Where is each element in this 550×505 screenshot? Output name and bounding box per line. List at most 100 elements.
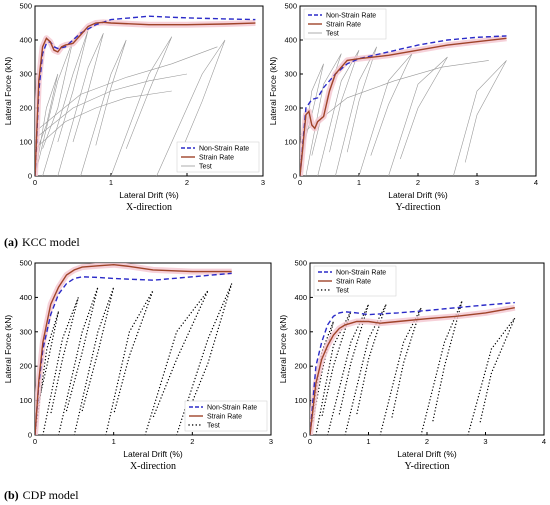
test-curve: [57, 286, 99, 435]
legend-entry: Non-Strain Rate: [336, 270, 386, 277]
test-curve: [35, 73, 59, 176]
test-curve: [467, 317, 516, 435]
x-tick-label: 3: [483, 437, 487, 446]
non-strain-rate-series: [310, 301, 515, 435]
legend-entry: Test: [326, 31, 339, 38]
test-curve: [344, 304, 387, 435]
legend-entry: Strain Rate: [199, 155, 234, 162]
x-tick-label: 1: [112, 437, 116, 446]
non-strain-rate-series: [35, 15, 256, 176]
y-axis-label: Lateral Force (kN): [3, 57, 13, 126]
test-curve: [317, 50, 360, 176]
test-curve: [420, 300, 463, 435]
test-curve: [358, 53, 413, 176]
x-tick-label: 2: [190, 437, 194, 446]
legend-entry: Strain Rate: [326, 22, 361, 29]
test-curve: [379, 307, 422, 435]
x-tick-label: 3: [269, 437, 273, 446]
test-curve: [110, 36, 173, 176]
y-tick-label: 200: [294, 362, 307, 371]
plot-area: [310, 300, 516, 435]
x-tick-label: 2: [185, 178, 189, 187]
y-tick-label: 400: [19, 36, 32, 45]
y-tick-label: 100: [294, 396, 307, 405]
x-tick-label: 4: [542, 437, 546, 446]
chart-4: 0 1 2 3 4 0 100 200 300 400 500 Lateral Drift (%) La…: [278, 259, 546, 473]
plot-area: [35, 15, 256, 176]
test-curve: [105, 290, 154, 435]
legend-entry: Non-Strain Rate: [199, 146, 249, 153]
direction-label: X-direction: [130, 461, 176, 472]
test-curve: [156, 39, 226, 176]
legend-entry: Non-Strain Rate: [207, 405, 257, 412]
y-tick-label: 400: [19, 293, 32, 302]
x-tick-label: 2: [425, 437, 429, 446]
y-tick-label: 500: [19, 2, 32, 11]
y-tick-label: 0: [28, 172, 32, 181]
y-tick-label: 500: [294, 259, 307, 268]
y-tick-label: 200: [19, 362, 32, 371]
test-curve: [388, 56, 448, 176]
strain-rate-band: [300, 35, 507, 176]
test-curve: [300, 60, 489, 136]
direction-label: Y-direction: [405, 461, 450, 472]
test-curve: [42, 297, 79, 435]
test-curve: [35, 73, 188, 139]
chart-2: 0 1 2 3 4 0 100 200 300 400 500 Lateral Drift (%) La…: [268, 2, 538, 214]
strain-rate-series: [35, 21, 256, 176]
y-tick-label: 400: [294, 293, 307, 302]
x-tick-label: 0: [33, 437, 37, 446]
legend-entry: Test: [336, 288, 349, 295]
legend: Non-Strain Rate Strain Rate Test: [313, 265, 397, 297]
test-curve: [175, 283, 233, 435]
test-curve: [57, 33, 104, 176]
legend-entry: Strain Rate: [207, 414, 242, 421]
test-curve: [35, 90, 172, 150]
y-tick-label: 300: [19, 70, 32, 79]
x-tick-label: 1: [109, 178, 113, 187]
x-tick-label: 1: [357, 178, 361, 187]
x-tick-label: 4: [534, 178, 538, 187]
legend: Non-Strain Rate Strain Rate Test: [176, 141, 260, 173]
y-tick-label: 300: [19, 327, 32, 336]
y-tick-label: 200: [284, 104, 297, 113]
y-tick-label: 100: [19, 396, 32, 405]
y-tick-label: 0: [293, 172, 297, 181]
plot-area: [300, 35, 507, 176]
plot-area: [35, 263, 233, 435]
test-curve: [80, 39, 127, 176]
chart-1: 0 1 2 3 0 100 200 300 400 500 Lateral Drift (%) Lat…: [3, 2, 265, 214]
chart-3: 0 1 2 3 0 100 200 300 400 500 Lateral Drift (%) Lat…: [3, 259, 273, 473]
strain-rate-series: [35, 263, 232, 435]
y-axis-label: Lateral Force (kN): [3, 315, 13, 384]
x-tick-label: 0: [298, 178, 302, 187]
test-curve: [35, 46, 218, 133]
test-curve: [73, 286, 115, 435]
x-tick-label: 0: [308, 437, 312, 446]
x-tick-label: 0: [33, 178, 37, 187]
test-curve: [453, 60, 507, 176]
y-tick-label: 100: [284, 138, 297, 147]
y-tick-label: 0: [303, 431, 307, 440]
legend-entry: Test: [207, 423, 220, 430]
test-curve: [335, 46, 377, 176]
x-tick-label: 3: [475, 178, 479, 187]
y-tick-label: 200: [19, 104, 32, 113]
legend-entry: Test: [199, 164, 212, 171]
y-axis-label: Lateral Force (kN): [278, 315, 288, 384]
y-tick-label: 100: [19, 138, 32, 147]
x-axis-label: Lateral Drift (%): [123, 449, 183, 459]
x-tick-label: 3: [261, 178, 265, 187]
strain-rate-series: [310, 307, 515, 435]
panel-b-label: (b) CDP model: [4, 488, 79, 502]
y-tick-label: 500: [19, 259, 32, 268]
x-tick-label: 1: [366, 437, 370, 446]
non-strain-rate-series: [300, 35, 507, 176]
test-curve: [42, 29, 89, 176]
x-axis-label: Lateral Drift (%): [388, 190, 448, 200]
legend-entry: Strain Rate: [336, 279, 371, 286]
panel-a-label: (a) KCC model: [4, 235, 80, 249]
direction-label: Y-direction: [396, 202, 441, 213]
y-tick-label: 0: [28, 431, 32, 440]
